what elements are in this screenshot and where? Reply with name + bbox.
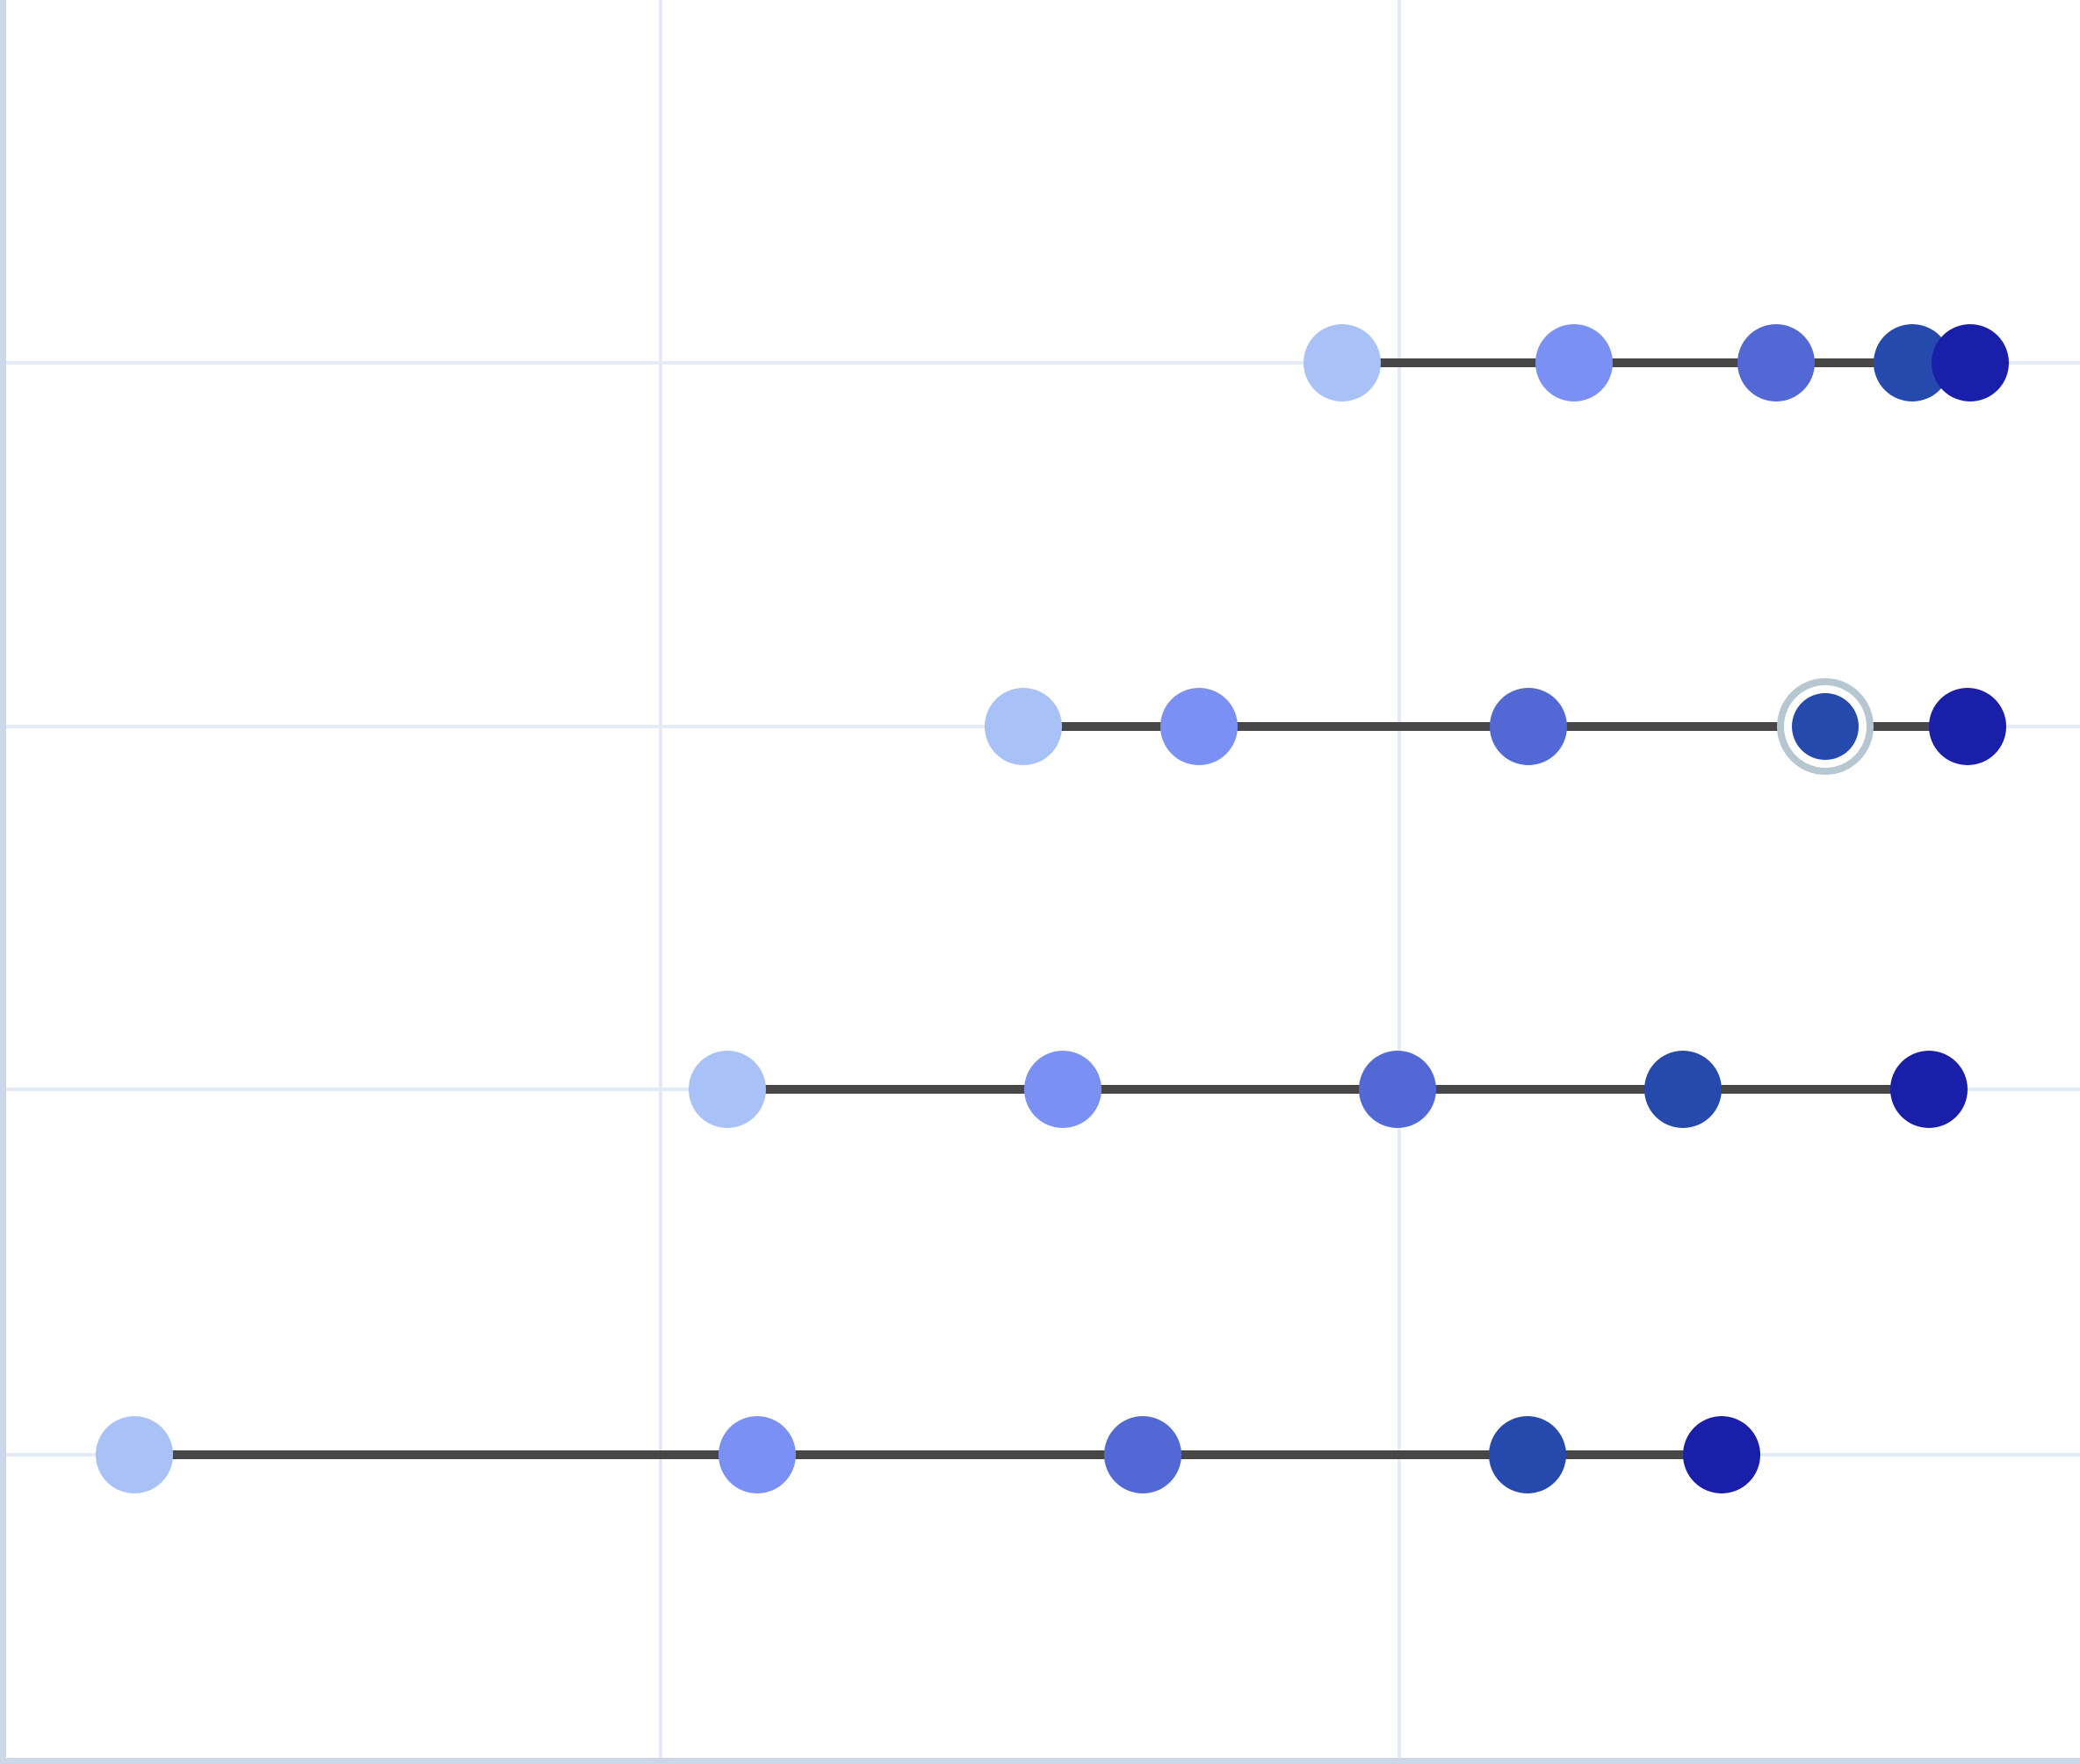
data-point[interactable] bbox=[1304, 324, 1381, 401]
data-point-highlighted[interactable] bbox=[1792, 693, 1859, 760]
data-point[interactable] bbox=[1359, 1051, 1436, 1128]
data-point[interactable] bbox=[1929, 688, 2006, 765]
data-point[interactable] bbox=[1489, 1416, 1566, 1493]
data-point[interactable] bbox=[1644, 1051, 1722, 1128]
data-point[interactable] bbox=[1890, 1051, 1968, 1128]
data-point[interactable] bbox=[1024, 1051, 1101, 1128]
data-point[interactable] bbox=[719, 1416, 796, 1493]
data-point[interactable] bbox=[1737, 324, 1815, 401]
gridline-vertical bbox=[659, 0, 662, 1764]
connector-line bbox=[1342, 358, 1970, 367]
data-point[interactable] bbox=[1932, 324, 2009, 401]
data-point[interactable] bbox=[96, 1416, 173, 1493]
gridline-horizontal bbox=[0, 361, 2080, 365]
x-axis-line bbox=[0, 1758, 2080, 1764]
data-point[interactable] bbox=[689, 1051, 766, 1128]
data-point[interactable] bbox=[1683, 1416, 1760, 1493]
data-point[interactable] bbox=[1104, 1416, 1181, 1493]
gridline-vertical bbox=[1398, 0, 1401, 1764]
data-point[interactable] bbox=[1160, 688, 1238, 765]
data-point[interactable] bbox=[1535, 324, 1613, 401]
connector-line bbox=[727, 1085, 1929, 1094]
connector-line bbox=[134, 1450, 1722, 1459]
data-point[interactable] bbox=[985, 688, 1062, 765]
data-point[interactable] bbox=[1490, 688, 1567, 765]
y-axis-line bbox=[0, 0, 6, 1764]
